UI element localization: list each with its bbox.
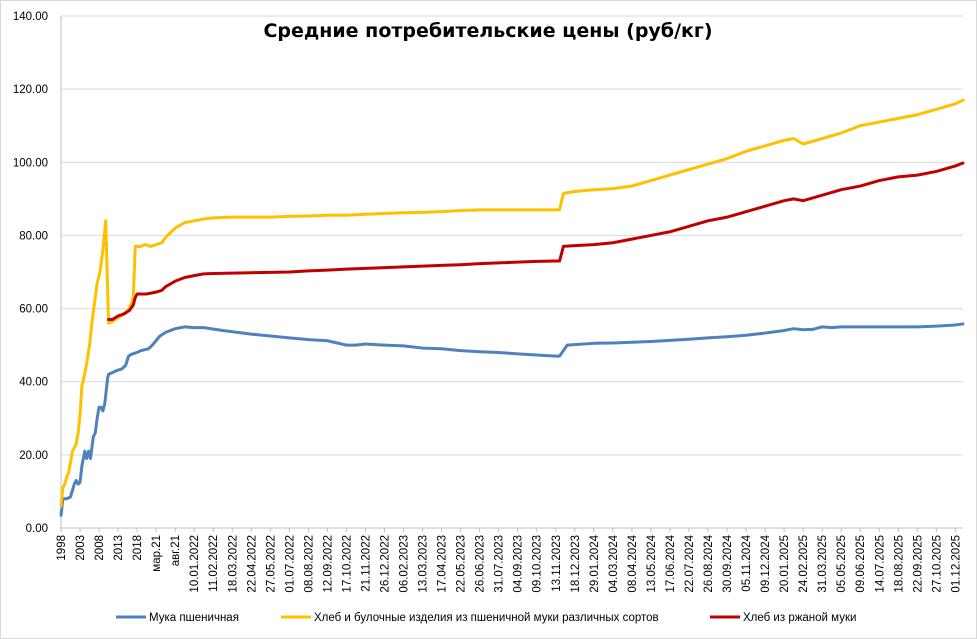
x-tick-label: 17.06.2024 bbox=[665, 534, 677, 592]
legend-label-2: Хлеб и булочные изделия из пшеничной мук… bbox=[314, 612, 659, 624]
x-tick-label: 2003 bbox=[75, 535, 87, 561]
x-tick-label: 31.07.2023 bbox=[494, 535, 506, 593]
x-tick-label: 22.07.2024 bbox=[684, 534, 696, 592]
x-tick-label: 24.02.2025 bbox=[798, 535, 810, 593]
legend: Мука пшеничная Хлеб и булочные изделия из… bbox=[116, 612, 856, 624]
x-tick-label: 22.04.2022 bbox=[246, 535, 258, 593]
x-tick-label: 22.05.2023 bbox=[456, 535, 468, 593]
x-tick-label: 18.12.2023 bbox=[570, 535, 582, 593]
y-tick-label: 60.00 bbox=[19, 304, 48, 316]
x-tick-label: 26.12.2022 bbox=[380, 535, 392, 593]
x-tick-label: 09.10.2023 bbox=[532, 535, 544, 593]
x-tick-label: 20.01.2025 bbox=[779, 535, 791, 593]
x-tick-label: 09.06.2025 bbox=[855, 535, 867, 593]
x-tick-label: 29.01.2024 bbox=[589, 534, 601, 592]
x-tick-label: авг.21 bbox=[170, 535, 182, 566]
x-tick-label: 08.08.2022 bbox=[303, 535, 315, 593]
x-tick-label: 06.02.2023 bbox=[399, 535, 411, 593]
x-tick-label: 27.10.2025 bbox=[931, 535, 943, 593]
x-tick-label: 04.09.2023 bbox=[513, 535, 525, 593]
x-tick-label: 05.11.2024 bbox=[741, 534, 753, 591]
y-tick-label: 40.00 bbox=[19, 377, 48, 389]
x-tick-label: 10.01.2022 bbox=[189, 535, 201, 593]
axes: 0.00 20.00 40.00 60.00 80.00 100.00 120.00 140.… bbox=[13, 11, 963, 593]
x-tick-label: 11.02.2022 bbox=[208, 535, 220, 592]
x-tick-label: 04.03.2024 bbox=[608, 534, 620, 592]
y-tick-label: 120.00 bbox=[13, 84, 48, 96]
x-tick-label: мар.21 bbox=[151, 535, 163, 572]
legend-label-3: Хлеб из ржаной муки bbox=[743, 612, 856, 624]
x-tick-label: 05.05.2025 bbox=[836, 535, 848, 593]
x-tick-label: 26.06.2023 bbox=[475, 535, 487, 593]
y-tick-label: 20.00 bbox=[19, 450, 48, 462]
x-tick-label: 01.07.2022 bbox=[284, 535, 296, 593]
series-lines bbox=[59, 98, 965, 517]
y-tick-label: 100.00 bbox=[13, 157, 48, 169]
x-tick-label: 13.05.2024 bbox=[646, 534, 658, 592]
x-tick-label: 2018 bbox=[132, 535, 144, 561]
x-tick-label: 13.11.2023 bbox=[551, 535, 563, 592]
grid-lines bbox=[61, 15, 963, 529]
x-tick-label: 18.08.2025 bbox=[893, 535, 905, 593]
x-tick-label: 01.12.2025 bbox=[950, 535, 962, 593]
x-tick-label: 22.09.2025 bbox=[912, 535, 924, 593]
x-tick-label: 17.10.2022 bbox=[341, 535, 353, 593]
series-line-2 bbox=[59, 98, 965, 508]
x-tick-label: 21.11.2022 bbox=[360, 535, 372, 592]
y-tick-label: 140.00 bbox=[13, 11, 48, 23]
x-tick-label: 09.12.2024 bbox=[760, 534, 772, 592]
series-line-1 bbox=[59, 322, 965, 517]
x-tick-label: 12.09.2022 bbox=[322, 535, 334, 593]
x-tick-label: 27.05.2022 bbox=[265, 535, 277, 593]
x-tick-label: 2008 bbox=[94, 535, 106, 561]
x-tick-label: 26.08.2024 bbox=[703, 534, 715, 592]
series-line-3 bbox=[107, 161, 965, 322]
x-tick-label: 13.03.2023 bbox=[418, 535, 430, 593]
x-tick-label: 18.03.2022 bbox=[227, 535, 239, 593]
x-tick-label: 17.04.2023 bbox=[437, 535, 449, 593]
y-tick-label: 80.00 bbox=[19, 230, 48, 242]
y-tick-label: 0.00 bbox=[26, 523, 48, 535]
x-tick-label: 1998 bbox=[56, 535, 68, 561]
x-tick-label: 31.03.2025 bbox=[817, 535, 829, 593]
x-tick-label: 2013 bbox=[113, 535, 125, 561]
x-tick-label: 14.07.2025 bbox=[874, 535, 886, 593]
legend-label-1: Мука пшеничная bbox=[149, 612, 239, 624]
x-tick-label: 30.09.2024 bbox=[722, 534, 734, 592]
x-tick-label: 08.04.2024 bbox=[627, 534, 639, 592]
chart-title: Средние потребительские цены (руб/кг) bbox=[263, 20, 712, 42]
